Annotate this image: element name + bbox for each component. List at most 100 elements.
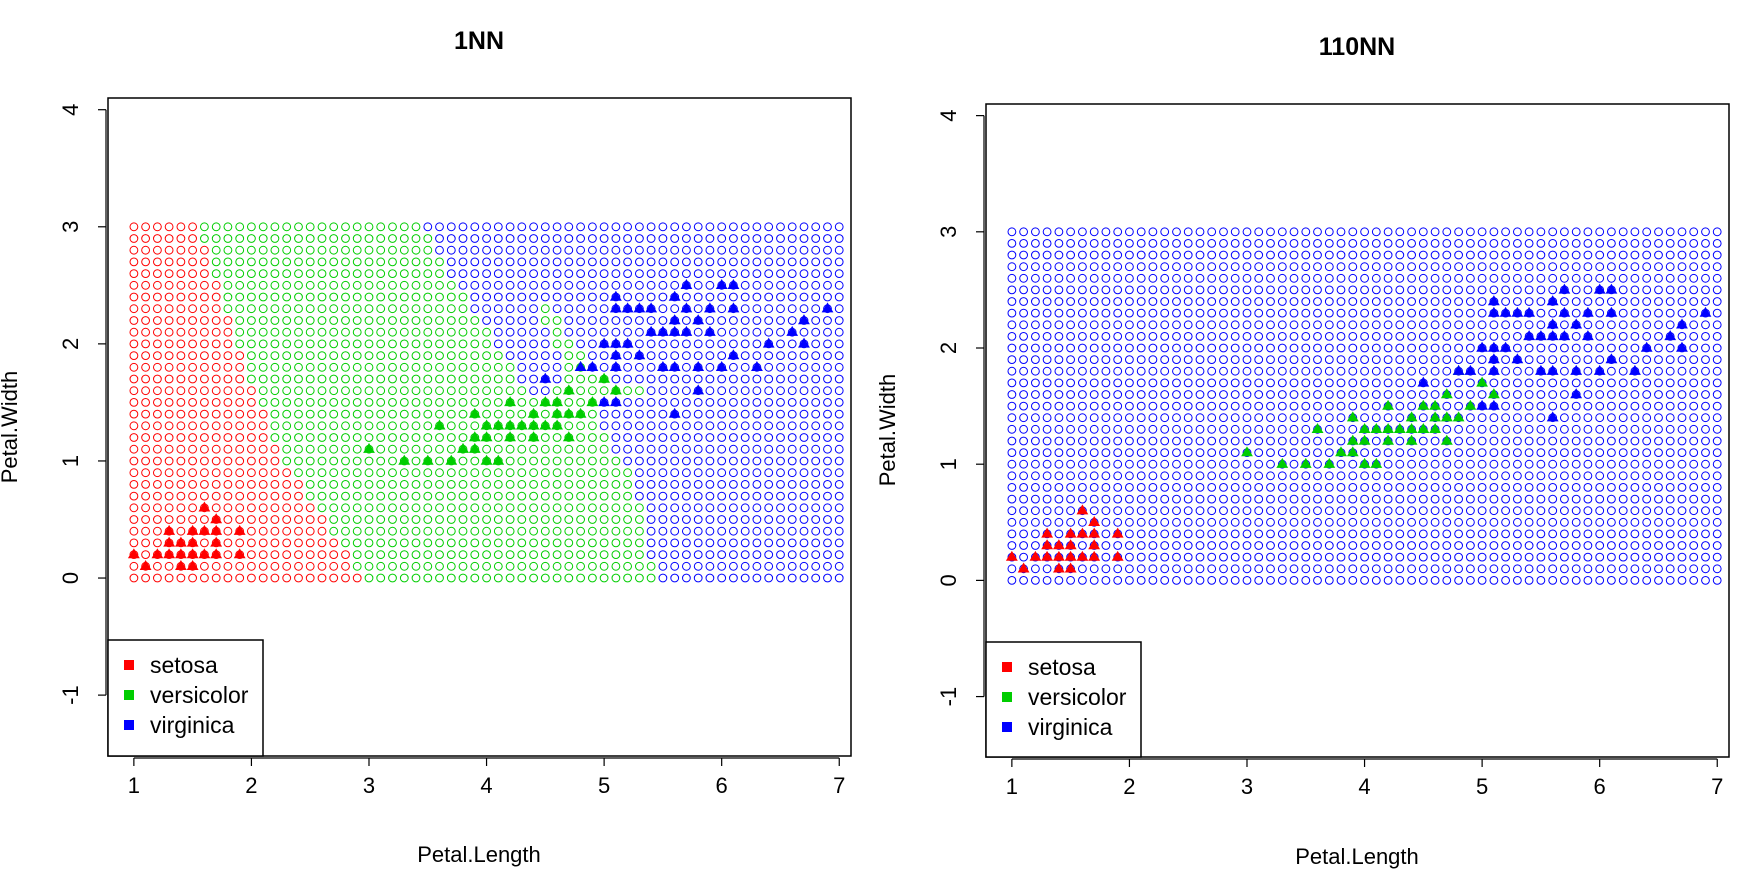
grid-point-versicolor <box>470 480 480 489</box>
observation-virginica <box>645 325 658 336</box>
grid-point-virginica <box>1078 459 1087 469</box>
grid-point-setosa <box>282 561 292 571</box>
grid-point-virginica <box>1078 297 1087 306</box>
grid-point-virginica <box>1195 459 1205 469</box>
observation-versicolor <box>551 419 564 430</box>
observation-setosa <box>1041 527 1054 538</box>
grid-point-versicolor <box>376 374 386 384</box>
grid-point-virginica <box>1442 506 1452 516</box>
grid-point-virginica <box>1430 564 1440 574</box>
grid-point-virginica <box>1677 366 1687 376</box>
grid-point-virginica <box>1042 448 1052 458</box>
observation-virginica <box>1675 341 1688 352</box>
grid-point-virginica <box>1513 436 1522 446</box>
grid-point-virginica <box>1642 517 1652 527</box>
grid-point-virginica <box>1395 390 1405 399</box>
grid-point-virginica <box>1219 471 1228 481</box>
grid-point-virginica <box>1266 332 1275 341</box>
grid-point-virginica <box>1383 448 1393 458</box>
grid-point-versicolor <box>635 386 644 396</box>
grid-point-virginica <box>1136 413 1146 423</box>
observation-setosa <box>1005 550 1018 561</box>
grid-point-versicolor <box>517 561 527 571</box>
grid-point-virginica <box>1007 239 1017 248</box>
grid-point-setosa <box>176 304 186 314</box>
grid-point-versicolor <box>223 304 233 314</box>
grid-point-virginica <box>1254 390 1264 399</box>
grid-point-virginica <box>834 456 844 466</box>
grid-point-virginica <box>1489 227 1499 237</box>
grid-point-virginica <box>1383 285 1393 295</box>
grid-point-virginica <box>1571 413 1581 423</box>
grid-point-virginica <box>1054 239 1064 248</box>
grid-point-setosa <box>247 386 256 396</box>
grid-point-virginica <box>787 292 797 302</box>
grid-point-virginica <box>1266 273 1275 283</box>
grid-point-virginica <box>658 550 668 559</box>
grid-point-setosa <box>223 433 233 442</box>
grid-point-virginica <box>1266 529 1275 539</box>
grid-point-virginica <box>1242 343 1252 353</box>
grid-point-virginica <box>1689 413 1699 423</box>
grid-point-versicolor <box>282 351 292 361</box>
grid-point-virginica <box>517 245 527 255</box>
grid-point-setosa <box>141 386 151 396</box>
grid-point-versicolor <box>423 292 433 302</box>
grid-point-virginica <box>1383 517 1393 527</box>
grid-point-setosa <box>247 550 256 559</box>
observation-versicolor <box>539 396 552 407</box>
grid-point-virginica <box>1042 227 1052 237</box>
grid-point-virginica <box>729 245 738 255</box>
grid-point-virginica <box>1630 378 1640 388</box>
grid-point-versicolor <box>294 374 303 384</box>
grid-point-virginica <box>470 234 480 243</box>
grid-point-virginica <box>1242 401 1252 411</box>
grid-point-virginica <box>834 280 844 290</box>
grid-point-versicolor <box>270 304 280 314</box>
grid-point-versicolor <box>435 561 444 571</box>
grid-point-setosa <box>176 339 186 349</box>
grid-point-versicolor <box>388 339 397 349</box>
grid-point-virginica <box>1689 424 1699 434</box>
grid-point-virginica <box>1007 297 1017 306</box>
grid-point-virginica <box>564 269 574 279</box>
grid-point-versicolor <box>235 234 245 243</box>
grid-point-virginica <box>1089 390 1099 399</box>
grid-point-virginica <box>1348 576 1358 585</box>
grid-point-versicolor <box>635 503 644 513</box>
grid-point-virginica <box>1219 343 1228 353</box>
grid-point-virginica <box>1054 378 1064 388</box>
grid-point-versicolor <box>364 316 374 325</box>
grid-point-virginica <box>1407 355 1416 365</box>
grid-point-virginica <box>682 456 691 466</box>
grid-point-virginica <box>1571 227 1581 237</box>
grid-point-virginica <box>1571 297 1581 306</box>
grid-point-virginica <box>1654 320 1663 330</box>
grid-point-virginica <box>1172 285 1181 295</box>
grid-point-virginica <box>1277 285 1287 295</box>
grid-point-virginica <box>623 257 632 267</box>
grid-point-setosa <box>153 280 162 290</box>
grid-point-virginica <box>1172 494 1181 504</box>
grid-point-setosa <box>176 374 186 384</box>
grid-point-versicolor <box>564 503 574 513</box>
grid-point-virginica <box>1348 285 1358 295</box>
grid-point-versicolor <box>623 503 632 513</box>
grid-point-versicolor <box>294 327 303 337</box>
grid-point-versicolor <box>341 503 350 513</box>
grid-point-virginica <box>787 480 797 489</box>
grid-point-virginica <box>1665 494 1675 504</box>
grid-point-virginica <box>1348 541 1358 550</box>
grid-point-virginica <box>646 526 656 536</box>
grid-point-versicolor <box>588 491 597 501</box>
grid-point-virginica <box>1031 297 1040 306</box>
grid-point-virginica <box>1477 541 1487 550</box>
grid-point-virginica <box>1148 390 1158 399</box>
grid-point-setosa <box>188 280 198 290</box>
grid-point-versicolor <box>623 386 632 396</box>
grid-point-virginica <box>1266 378 1275 388</box>
observation-virginica <box>574 361 587 372</box>
grid-point-virginica <box>1489 471 1499 481</box>
grid-point-versicolor <box>270 374 280 384</box>
grid-point-virginica <box>823 374 832 384</box>
